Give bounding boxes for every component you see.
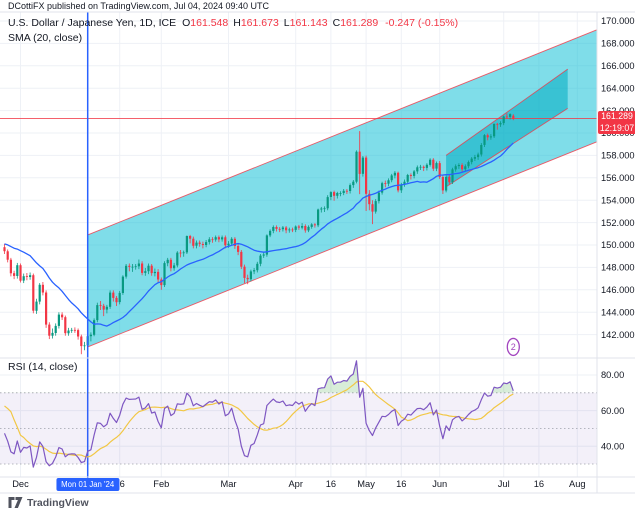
svg-text:142.000: 142.000	[601, 330, 635, 340]
sma-line[interactable]	[4, 142, 514, 327]
candles-layer	[3, 113, 515, 355]
high-value: 161.673	[240, 17, 279, 29]
price-channel[interactable]	[87, 29, 597, 348]
tradingview-logo-icon	[8, 497, 23, 508]
symbol-legend[interactable]: U.S. Dollar / Japanese Yen, 1D, ICE O161.…	[8, 17, 458, 29]
svg-text:Jul: Jul	[498, 479, 510, 489]
svg-text:Jun: Jun	[432, 479, 447, 489]
publish-watermark: DCottiFX published on TradingView.com, J…	[8, 1, 269, 11]
svg-text:2: 2	[511, 342, 516, 352]
close-value: 161.289	[340, 17, 379, 29]
rsi-ma-line[interactable]	[4, 380, 514, 458]
inner-price-channel[interactable]	[445, 68, 568, 188]
low-value: 161.143	[289, 17, 328, 29]
svg-text:150.000: 150.000	[601, 240, 635, 250]
svg-text:16: 16	[115, 479, 125, 489]
high-label: H	[233, 17, 241, 29]
svg-text:16: 16	[396, 479, 406, 489]
svg-text:May: May	[357, 479, 375, 489]
svg-text:168.000: 168.000	[601, 39, 635, 49]
last-price-value: 161.289	[601, 111, 633, 122]
svg-text:144.000: 144.000	[601, 307, 635, 317]
symbol-title[interactable]: U.S. Dollar / Japanese Yen, 1D, ICE	[8, 17, 177, 29]
svg-text:Apr: Apr	[288, 479, 302, 489]
svg-text:40.00: 40.00	[601, 441, 624, 451]
svg-text:170.000: 170.000	[601, 16, 635, 26]
tradingview-brand-text: TradingView	[27, 496, 89, 509]
svg-text:148.000: 148.000	[601, 263, 635, 273]
svg-text:Dec: Dec	[12, 479, 29, 489]
rsi-line[interactable]	[3, 360, 514, 468]
open-label: O	[182, 17, 191, 29]
svg-text:Mar: Mar	[220, 479, 236, 489]
svg-text:154.000: 154.000	[601, 195, 635, 205]
price-axis[interactable]: 170.000168.000166.000164.000162.000160.0…	[601, 16, 635, 451]
svg-text:16: 16	[534, 479, 544, 489]
svg-text:152.000: 152.000	[601, 218, 635, 228]
annotation-circle-2[interactable]: 2	[506, 337, 520, 357]
tradingview-footer-logo[interactable]: TradingView	[8, 496, 89, 509]
close-label: C	[332, 17, 341, 29]
open-value: 161.548	[190, 17, 229, 29]
svg-text:Feb: Feb	[153, 479, 169, 489]
change-value: -0.247 (-0.15%)	[385, 17, 459, 29]
svg-text:60.00: 60.00	[601, 406, 624, 416]
svg-text:16: 16	[326, 479, 336, 489]
svg-text:156.000: 156.000	[601, 173, 635, 183]
bar-countdown: 12:19:07	[599, 122, 635, 133]
svg-text:146.000: 146.000	[601, 285, 635, 295]
last-price-badge: 161.289 12:19:07	[598, 111, 635, 135]
low-label: L	[283, 17, 290, 29]
sma-legend[interactable]: SMA (20, close)	[8, 32, 83, 44]
jan1-date-badge: Mon 01 Jan '24	[56, 478, 120, 491]
svg-text:80.00: 80.00	[601, 370, 624, 380]
svg-text:158.000: 158.000	[601, 151, 635, 161]
svg-text:164.000: 164.000	[601, 83, 635, 93]
svg-text:166.000: 166.000	[601, 61, 635, 71]
rsi-legend[interactable]: RSI (14, close)	[8, 361, 78, 373]
svg-text:Aug: Aug	[569, 479, 586, 489]
time-axis[interactable]: Dec 16 Feb Mar Apr 16 May 16 Jun Jul 16 Aug	[12, 479, 585, 489]
svg-text:162.000: 162.000	[601, 106, 635, 116]
